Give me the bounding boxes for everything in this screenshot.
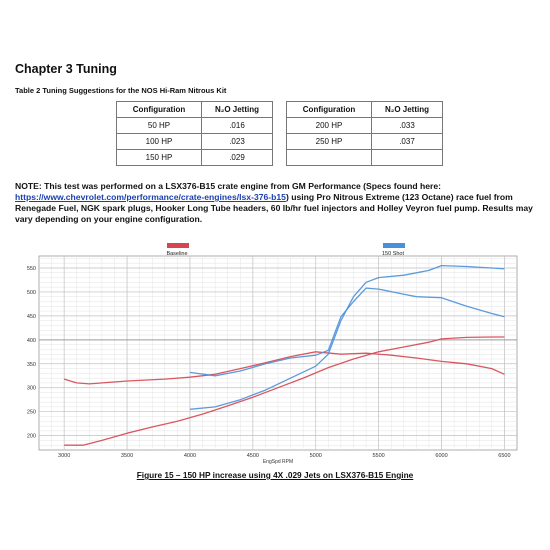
x-tick-label: 3500	[121, 453, 133, 459]
configuration-cell: 250 HP	[286, 133, 372, 150]
jetting-table-left: Configuration N₂O Jetting 50 HP .016 100…	[116, 101, 273, 166]
x-tick-label: 6000	[435, 453, 447, 459]
x-tick-label: 5000	[310, 453, 322, 459]
configuration-cell: 200 HP	[286, 117, 372, 134]
jetting-header: N₂O Jetting	[201, 101, 273, 118]
x-tick-label: 4000	[184, 453, 196, 459]
table-row: 150 HP .029	[116, 149, 273, 166]
series-line	[189, 264, 505, 410]
series-line	[189, 287, 505, 377]
y-tick-label: 300	[27, 386, 36, 392]
jetting-header: N₂O Jetting	[371, 101, 443, 118]
jetting-cell: .029	[201, 149, 273, 166]
jetting-cell	[371, 149, 443, 166]
jetting-cell: .033	[371, 117, 443, 134]
figure-caption: Figure 15 – 150 HP increase using 4X .02…	[136, 470, 414, 480]
configuration-header: Configuration	[286, 101, 372, 118]
dyno-chart: 200 250 300 350 400 450 500 550 3000 3500 4000 4500…	[15, 238, 519, 470]
x-tick-label: 5500	[373, 453, 385, 459]
y-tick-label: 200	[27, 434, 36, 440]
configuration-header: Configuration	[116, 101, 202, 118]
x-tick-label: 3000	[58, 453, 70, 459]
jetting-table-right: Configuration N₂O Jetting 200 HP .033 25…	[286, 101, 443, 166]
table-row: 50 HP .016	[116, 117, 273, 134]
configuration-cell: 100 HP	[116, 133, 202, 150]
y-tick-label: 550	[27, 266, 36, 272]
test-note: NOTE: This test was performed on a LSX37…	[15, 181, 537, 225]
jetting-cell: .023	[201, 133, 273, 150]
configuration-cell: 150 HP	[116, 149, 202, 166]
table-row: 200 HP .033	[286, 117, 443, 134]
table-header-row: Configuration N₂O Jetting	[116, 101, 273, 118]
y-tick-label: 250	[27, 410, 36, 416]
series-line	[64, 351, 505, 385]
dyno-chart-svg: 200 250 300 350 400 450 500 550 3000 3500 4000 4500…	[27, 243, 518, 465]
y-tick-label: 450	[27, 314, 36, 320]
legend-swatch	[167, 243, 189, 248]
x-axis-label: EngSpd RPM	[263, 459, 293, 465]
series-line	[64, 336, 505, 446]
table-row: 250 HP .037	[286, 133, 443, 150]
jetting-cell: .016	[201, 117, 273, 134]
y-tick-label: 500	[27, 290, 36, 296]
note-text-continued: ) using Pro Nitrous Extreme (123 Octane)…	[15, 192, 533, 224]
note-text: NOTE: This test was performed on a LSX37…	[15, 181, 441, 191]
configuration-cell	[286, 149, 372, 166]
legend-label: Baseline	[166, 251, 187, 257]
legend-label: 150 Shot	[382, 251, 404, 257]
chapter-heading: Chapter 3 Tuning	[15, 62, 117, 76]
configuration-cell: 50 HP	[116, 117, 202, 134]
y-tick-label: 400	[27, 338, 36, 344]
jetting-cell: .037	[371, 133, 443, 150]
table-caption: Table 2 Tuning Suggestions for the NOS H…	[15, 86, 227, 95]
legend-swatch	[383, 243, 405, 248]
table-header-row: Configuration N₂O Jetting	[286, 101, 443, 118]
x-tick-label: 4500	[247, 453, 259, 459]
specs-link[interactable]: https://www.chevrolet.com/performance/cr…	[15, 192, 286, 202]
y-tick-label: 350	[27, 362, 36, 368]
table-row: 100 HP .023	[116, 133, 273, 150]
x-tick-label: 6500	[498, 453, 510, 459]
table-row	[286, 149, 443, 166]
